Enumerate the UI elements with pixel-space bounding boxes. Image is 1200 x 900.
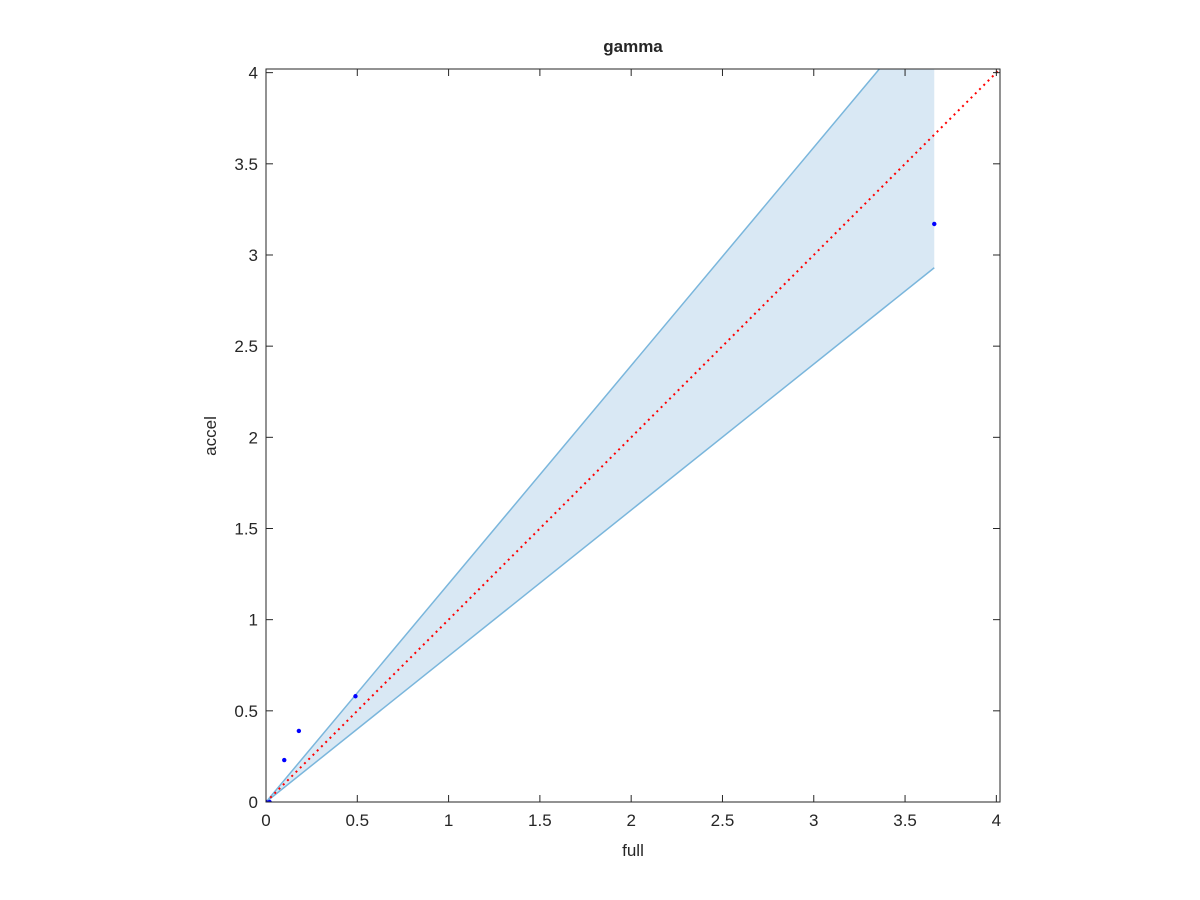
x-tick-label: 3 <box>809 811 818 830</box>
data-point <box>296 728 302 734</box>
data-point <box>267 799 272 802</box>
plot-area <box>266 69 1000 802</box>
band-lower-edge <box>266 267 935 802</box>
x-tick-label: 2 <box>626 811 635 830</box>
y-tick-label: 1.5 <box>234 519 258 538</box>
data-point <box>282 757 287 763</box>
y-tick-label: 3 <box>249 246 258 265</box>
x-tick-label: 3.5 <box>893 811 917 830</box>
confidence-band <box>266 69 935 802</box>
data-point <box>932 221 937 227</box>
x-tick-label: 2.5 <box>711 811 735 830</box>
y-axis-label: accel <box>201 416 220 456</box>
y-tick-label: 4 <box>249 64 258 83</box>
axes-box <box>265 68 1001 803</box>
x-tick-label: 4 <box>992 811 1001 830</box>
reference-line <box>266 69 1000 802</box>
x-tick-label: 1 <box>444 811 453 830</box>
x-tick-label: 1.5 <box>528 811 552 830</box>
chart-title: gamma <box>603 37 663 56</box>
y-tick-label: 2 <box>249 428 258 447</box>
y-tick-label: 3.5 <box>234 155 258 174</box>
y-tick-label: 0 <box>249 793 258 812</box>
axes: 0 0.5 1 1.5 2 2.5 3 3.5 4 0 0.5 1 1.5 2 2.5 3 3.5 4 <box>234 64 1001 830</box>
y-tick-label: 0.5 <box>234 702 258 721</box>
y-tick-label: 1 <box>249 611 258 630</box>
data-point <box>353 694 358 699</box>
x-tick-label: 0 <box>261 811 270 830</box>
x-tick-label: 0.5 <box>345 811 369 830</box>
y-tick-label: 2.5 <box>234 337 258 356</box>
x-axis-label: full <box>622 841 644 860</box>
band-upper-edge <box>266 69 881 802</box>
